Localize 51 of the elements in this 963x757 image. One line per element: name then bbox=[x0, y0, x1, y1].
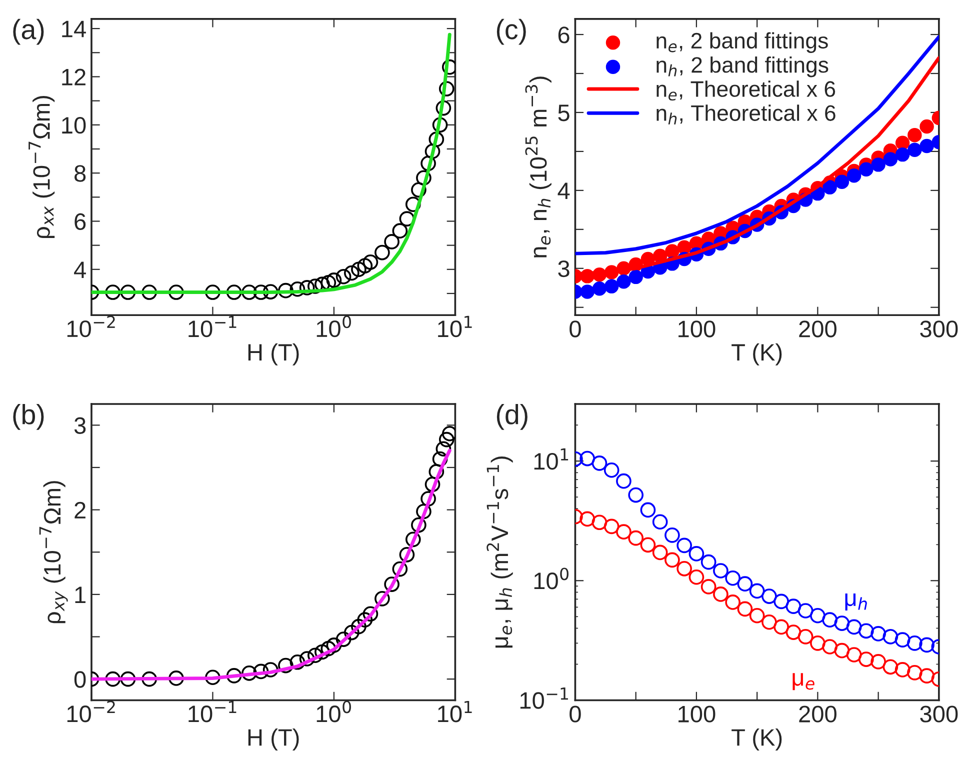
x-tick-label: 100 bbox=[678, 320, 716, 338]
y-axis-title: ρ$_{xx}$ (10$^{−7}$Ωm) bbox=[28, 96, 55, 238]
x-tick-label: 100 bbox=[678, 706, 716, 722]
y-axis-title: ρ$_{xy}$ (10$^{−7}$Ωm) bbox=[39, 481, 68, 624]
x-tick-label: 0 bbox=[570, 320, 581, 338]
chart-title: (a) bbox=[13, 18, 44, 45]
x-tick-label: 10$^{−1}$ bbox=[188, 316, 236, 338]
x-tick-label: 10$^{1}$ bbox=[438, 316, 472, 338]
x-axis-title: H (T) bbox=[248, 343, 299, 366]
y-tick-label: 4 bbox=[558, 182, 570, 199]
legend-label: n$_{h}$, Theoretical x 6 bbox=[656, 104, 836, 124]
y-tick-label: 3 bbox=[558, 260, 570, 278]
x-tick-label: 0 bbox=[570, 706, 581, 722]
text: μ$_{e}$, μ$_{h}$ (m$^{2}$V$^{−1}$s$^{−1}$) bbox=[486, 456, 513, 648]
x-tick-label: 300 bbox=[920, 706, 958, 722]
x-axis-title: T (K) bbox=[732, 343, 782, 366]
y-tick-label: 10 bbox=[62, 116, 86, 134]
chart-title: (b) bbox=[13, 404, 44, 430]
x-tick-label: 10$^{0}$ bbox=[316, 316, 351, 338]
y-tick-label: 2 bbox=[74, 502, 86, 518]
y-tick-label: 6 bbox=[558, 26, 570, 44]
x-tick-label: 200 bbox=[799, 320, 836, 338]
y-tick-label: 6 bbox=[74, 213, 86, 230]
legend-label: n$_{h}$, 2 band fittings bbox=[656, 56, 828, 78]
y-tick-label: 4 bbox=[74, 262, 86, 278]
y-tick-label: 8 bbox=[74, 165, 86, 182]
x-tick-label: 10$^{1}$ bbox=[438, 700, 472, 722]
y-tick-label: 12 bbox=[62, 68, 86, 86]
series-label: μ$_{h}$ bbox=[845, 593, 867, 610]
x-tick-label: 10$^{0}$ bbox=[316, 700, 351, 722]
chart-title: (d) bbox=[496, 404, 528, 430]
x-tick-label: 10$^{−2}$ bbox=[67, 316, 115, 338]
y-tick-label: 0 bbox=[74, 671, 86, 688]
x-axis-title: H (T) bbox=[248, 728, 299, 750]
chart-title: (c) bbox=[496, 18, 526, 45]
x-tick-label: 200 bbox=[799, 706, 836, 722]
y-tick-label: 10$^{0}$ bbox=[534, 568, 568, 590]
y-tick-label: 14 bbox=[62, 20, 86, 38]
y-tick-label: 10$^{−1}$ bbox=[520, 688, 568, 709]
series-label: μ$_{e}$ bbox=[792, 673, 814, 690]
legend-label: n$_{e}$, 2 band fittings bbox=[656, 32, 828, 53]
text: n$_{e}$, n$_{h}$ (10$^{25}$ m$^{−3}$) bbox=[525, 76, 552, 258]
x-axis-title: T (K) bbox=[732, 728, 782, 750]
y-tick-label: 1 bbox=[75, 586, 86, 603]
legend-label: n$_{e}$, Theoretical x 6 bbox=[656, 80, 836, 101]
x-tick-label: 10$^{−2}$ bbox=[67, 700, 115, 722]
y-tick-label: 3 bbox=[74, 417, 86, 434]
y-tick-label: 5 bbox=[558, 104, 570, 122]
y-tick-label: 10$^{1}$ bbox=[534, 448, 568, 470]
x-tick-label: 10$^{−1}$ bbox=[188, 700, 236, 722]
x-tick-label: 300 bbox=[920, 320, 958, 338]
